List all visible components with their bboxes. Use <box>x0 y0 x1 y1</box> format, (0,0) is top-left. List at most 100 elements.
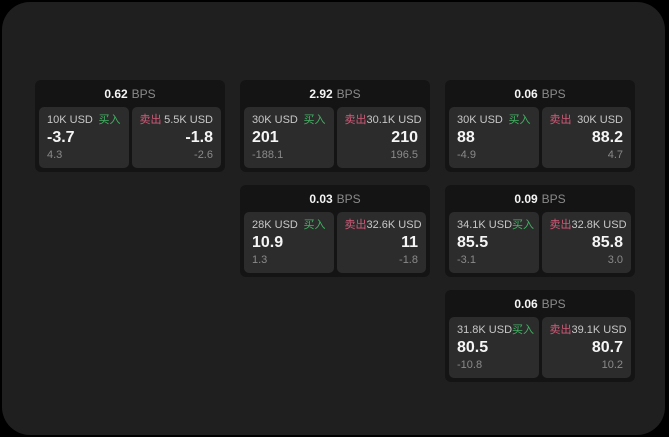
card-header: 0.03 BPS <box>240 185 430 212</box>
sell-side-label: 卖出 <box>549 219 572 231</box>
buy-tile[interactable]: 34.1K USD 买入 85.5 -3.1 <box>449 212 539 273</box>
buy-price: 201 <box>252 129 279 146</box>
bps-suffix-label: BPS <box>131 86 156 101</box>
buy-price: 88 <box>457 129 475 146</box>
sell-notional: 5.5K USD <box>164 114 213 126</box>
buy-change: -3.1 <box>457 254 476 266</box>
buy-price: -3.7 <box>47 129 75 146</box>
sell-notional: 30K USD <box>577 114 623 126</box>
sell-tile-top: 卖出 32.6K USD <box>344 219 422 232</box>
sell-notional: 30.1K USD <box>366 114 422 126</box>
buy-tile[interactable]: 30K USD 买入 201 -188.1 <box>244 107 334 168</box>
sell-notional: 32.8K USD <box>571 219 627 231</box>
bps-suffix-label: BPS <box>541 191 566 206</box>
quote-tiles: 34.1K USD 买入 85.5 -3.1 卖出 32.8K USD 85.8… <box>445 212 635 277</box>
buy-side-label: 买入 <box>508 114 531 126</box>
buy-tile-top: 28K USD 买入 <box>252 219 326 232</box>
sell-tile[interactable]: 卖出 39.1K USD 80.7 10.2 <box>541 317 631 378</box>
quote-card: 0.06 BPS 31.8K USD 买入 80.5 -10.8 卖出 39.1… <box>445 290 635 382</box>
sell-price: -1.8 <box>185 129 213 146</box>
sell-price: 11 <box>401 234 418 251</box>
card-header: 0.62 BPS <box>35 80 225 107</box>
sell-price: 85.8 <box>591 234 623 251</box>
sell-side-label: 卖出 <box>344 114 367 126</box>
sell-change: 10.2 <box>601 359 623 371</box>
sell-tile[interactable]: 卖出 32.6K USD 11 -1.8 <box>336 212 426 273</box>
sell-tile[interactable]: 卖出 5.5K USD -1.8 -2.6 <box>131 107 221 168</box>
buy-change: 1.3 <box>252 254 268 266</box>
sell-side-label: 卖出 <box>344 219 367 231</box>
buy-notional: 31.8K USD <box>457 324 513 336</box>
sell-notional: 39.1K USD <box>571 324 627 336</box>
bps-value: 0.06 <box>514 296 538 311</box>
buy-side-label: 买入 <box>512 324 535 336</box>
sell-tile-top: 卖出 32.8K USD <box>549 219 627 232</box>
card-header: 0.06 BPS <box>445 80 635 107</box>
buy-tile-top: 10K USD 买入 <box>47 114 121 127</box>
quote-tiles: 30K USD 买入 88 -4.9 卖出 30K USD 88.2 4.7 <box>445 107 635 172</box>
buy-tile-top: 30K USD 买入 <box>457 114 531 127</box>
card-header: 0.06 BPS <box>445 290 635 317</box>
buy-notional: 34.1K USD <box>457 219 513 231</box>
bps-suffix-label: BPS <box>336 86 361 101</box>
sell-change: 4.7 <box>607 149 623 161</box>
buy-price: 10.9 <box>252 234 284 251</box>
sell-side-label: 卖出 <box>139 114 162 126</box>
sell-tile[interactable]: 卖出 30.1K USD 210 196.5 <box>336 107 426 168</box>
bps-value: 0.09 <box>514 191 538 206</box>
sell-tile-top: 卖出 5.5K USD <box>140 114 214 127</box>
buy-notional: 30K USD <box>457 114 503 126</box>
quote-card: 0.09 BPS 34.1K USD 买入 85.5 -3.1 卖出 32.8K… <box>445 185 635 277</box>
card-header: 0.09 BPS <box>445 185 635 212</box>
buy-notional: 30K USD <box>252 114 298 126</box>
sell-tile-top: 卖出 39.1K USD <box>549 324 627 337</box>
sell-change: -1.8 <box>399 254 418 266</box>
sell-side-label: 卖出 <box>549 324 572 336</box>
sell-change: 196.5 <box>390 149 418 161</box>
sell-price: 210 <box>391 129 418 146</box>
bps-suffix-label: BPS <box>541 296 566 311</box>
buy-tile-top: 30K USD 买入 <box>252 114 326 127</box>
buy-side-label: 买入 <box>303 219 326 231</box>
quote-tiles: 10K USD 买入 -3.7 4.3 卖出 5.5K USD -1.8 -2.… <box>35 107 225 172</box>
bps-suffix-label: BPS <box>541 86 566 101</box>
buy-change: 4.3 <box>47 149 63 161</box>
quote-card: 0.62 BPS 10K USD 买入 -3.7 4.3 卖出 5.5K USD… <box>35 80 225 172</box>
buy-price: 85.5 <box>457 234 489 251</box>
buy-tile-top: 34.1K USD 买入 <box>457 219 535 232</box>
bps-value: 0.06 <box>514 86 538 101</box>
buy-tile-top: 31.8K USD 买入 <box>457 324 535 337</box>
buy-tile[interactable]: 28K USD 买入 10.9 1.3 <box>244 212 334 273</box>
bps-value: 0.62 <box>104 86 128 101</box>
buy-price: 80.5 <box>457 339 489 356</box>
quote-tiles: 30K USD 买入 201 -188.1 卖出 30.1K USD 210 1… <box>240 107 430 172</box>
sell-tile[interactable]: 卖出 30K USD 88.2 4.7 <box>541 107 631 168</box>
sell-tile-top: 卖出 30.1K USD <box>344 114 422 127</box>
buy-notional: 10K USD <box>47 114 93 126</box>
buy-change: -188.1 <box>252 149 284 161</box>
sell-price: 80.7 <box>591 339 623 356</box>
quote-tiles: 28K USD 买入 10.9 1.3 卖出 32.6K USD 11 -1.8 <box>240 212 430 277</box>
sell-tile[interactable]: 卖出 32.8K USD 85.8 3.0 <box>541 212 631 273</box>
buy-tile[interactable]: 30K USD 买入 88 -4.9 <box>449 107 539 168</box>
sell-tile-top: 卖出 30K USD <box>550 114 624 127</box>
buy-tile[interactable]: 10K USD 买入 -3.7 4.3 <box>39 107 129 168</box>
quote-tiles: 31.8K USD 买入 80.5 -10.8 卖出 39.1K USD 80.… <box>445 317 635 382</box>
buy-side-label: 买入 <box>98 114 121 126</box>
buy-notional: 28K USD <box>252 219 298 231</box>
buy-change: -4.9 <box>457 149 476 161</box>
buy-side-label: 买入 <box>512 219 535 231</box>
buy-side-label: 买入 <box>303 114 326 126</box>
sell-change: 3.0 <box>607 254 623 266</box>
bps-value: 0.03 <box>309 191 333 206</box>
bps-value: 2.92 <box>309 86 333 101</box>
quote-card: 0.03 BPS 28K USD 买入 10.9 1.3 卖出 32.6K US… <box>240 185 430 277</box>
quote-card: 2.92 BPS 30K USD 买入 201 -188.1 卖出 30.1K … <box>240 80 430 172</box>
quote-card-grid: 0.62 BPS 10K USD 买入 -3.7 4.3 卖出 5.5K USD… <box>35 80 635 382</box>
sell-side-label: 卖出 <box>549 114 572 126</box>
buy-tile[interactable]: 31.8K USD 买入 80.5 -10.8 <box>449 317 539 378</box>
sell-notional: 32.6K USD <box>366 219 422 231</box>
quote-card: 0.06 BPS 30K USD 买入 88 -4.9 卖出 30K USD 8… <box>445 80 635 172</box>
bps-suffix-label: BPS <box>336 191 361 206</box>
